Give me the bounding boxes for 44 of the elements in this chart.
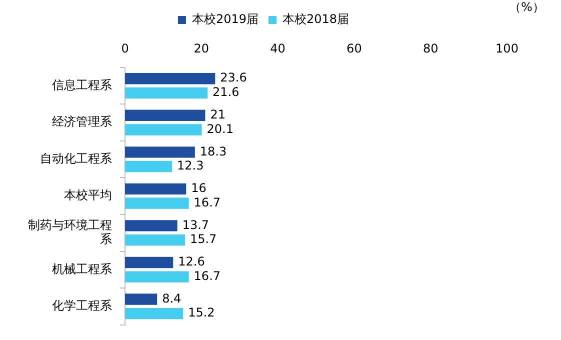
x-tick-label: 80 bbox=[422, 41, 438, 56]
x-tick-label: 100 bbox=[496, 41, 518, 56]
y-tick-label: 本校平均 bbox=[64, 188, 112, 202]
bar bbox=[125, 183, 186, 195]
bar bbox=[125, 124, 202, 136]
y-tick-label: 机械工程系 bbox=[52, 262, 112, 276]
data-label: 12.6 bbox=[178, 254, 205, 269]
y-tick-label: 化学工程系 bbox=[52, 298, 112, 313]
x-axis-title: （%） bbox=[509, 0, 544, 14]
bar bbox=[125, 110, 206, 121]
legend-label: 本校2018届 bbox=[282, 12, 350, 26]
bar bbox=[125, 73, 216, 84]
legend-label: 本校2019届 bbox=[192, 12, 259, 26]
data-label: 15.7 bbox=[190, 232, 217, 246]
bar bbox=[125, 271, 189, 282]
data-label: 18.3 bbox=[200, 144, 227, 158]
data-label: 16.7 bbox=[194, 195, 221, 210]
x-tick-label: 40 bbox=[270, 41, 286, 56]
bar bbox=[125, 160, 172, 172]
bar bbox=[125, 308, 184, 320]
data-label: 12.3 bbox=[176, 158, 204, 173]
bar bbox=[125, 146, 195, 158]
data-label: 23.6 bbox=[220, 70, 247, 85]
data-label: 15.2 bbox=[188, 306, 215, 320]
x-tick-label: 0 bbox=[121, 41, 129, 56]
data-label: 16.7 bbox=[194, 268, 221, 283]
data-label: 8.4 bbox=[162, 291, 182, 306]
data-label: 21 bbox=[210, 108, 226, 122]
data-label: 16 bbox=[191, 181, 206, 196]
data-label: 21.6 bbox=[212, 85, 240, 100]
data-label: 20.1 bbox=[206, 122, 234, 136]
x-tick-label: 60 bbox=[346, 41, 362, 56]
bar bbox=[125, 220, 178, 232]
bar bbox=[125, 198, 189, 209]
bar bbox=[125, 294, 158, 305]
bar bbox=[125, 87, 208, 99]
bar bbox=[125, 256, 174, 268]
bar bbox=[125, 234, 185, 246]
y-tick-label: 自动化工程系 bbox=[40, 151, 112, 166]
x-tick-label: 20 bbox=[194, 41, 210, 56]
y-tick-label: 经济管理系 bbox=[52, 114, 112, 129]
y-tick-label: 信息工程系 bbox=[52, 78, 112, 92]
data-label: 13.7 bbox=[182, 218, 210, 232]
y-tick-label: 制药与环境工程系 bbox=[28, 218, 112, 246]
